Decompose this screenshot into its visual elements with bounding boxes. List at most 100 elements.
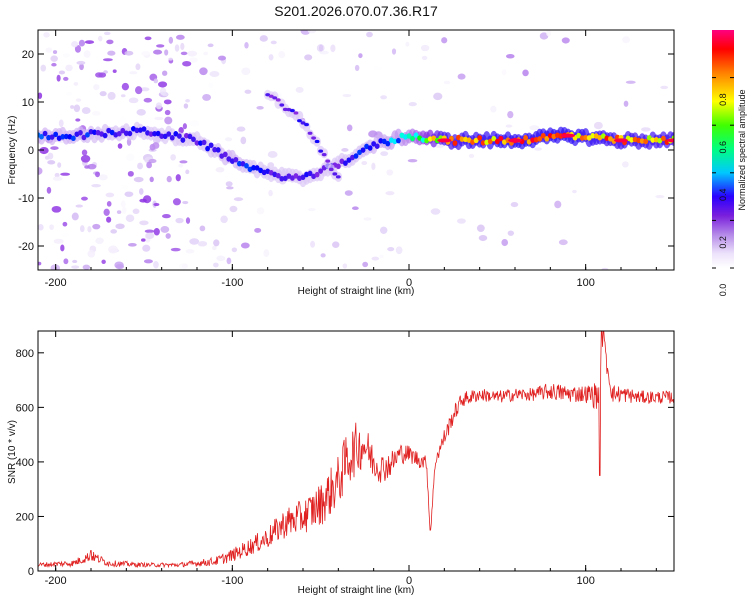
heatmap-speckle	[81, 196, 88, 201]
heatmap-speckle	[202, 93, 212, 101]
heatmap-speckle	[558, 239, 568, 246]
heatmap-speckle	[215, 167, 225, 173]
heatmap-speckle	[75, 118, 81, 122]
ridge-cell	[576, 132, 581, 139]
heatmap-speckle	[81, 107, 91, 115]
heatmap-speckle	[395, 246, 403, 255]
heatmap-speckle	[216, 255, 226, 262]
ridge-cell	[275, 172, 281, 179]
ridge-cell	[293, 173, 299, 179]
heatmap-speckle	[185, 249, 195, 254]
ridge-cell	[396, 137, 401, 144]
heatmap-speckle	[476, 224, 485, 232]
heatmap-speckle	[371, 256, 380, 261]
heatmap-speckle	[154, 116, 164, 121]
secondary-ridge-cell	[265, 93, 271, 97]
heatmap-speckle	[92, 223, 101, 230]
spectrogram-y-tick-label: 0	[28, 145, 34, 157]
heatmap-speckle	[622, 36, 631, 44]
heatmap-speckle	[158, 81, 168, 88]
heatmap-speckle	[135, 63, 141, 71]
heatmap-speckle	[405, 41, 410, 47]
heatmap-speckle	[106, 201, 112, 207]
heatmap-speckle	[106, 216, 112, 223]
heatmap-speckle	[71, 265, 80, 269]
heatmap-speckle	[121, 82, 130, 91]
heatmap-speckle	[99, 91, 107, 97]
ridge-peak	[561, 133, 575, 138]
heatmap-speckle	[319, 50, 329, 55]
heatmap-speckle	[124, 191, 134, 197]
heatmap-speckle	[522, 69, 529, 77]
heatmap-speckle	[43, 32, 50, 38]
heatmap-speckle	[212, 245, 217, 251]
snr-y-tick-label: 600	[16, 402, 34, 414]
ridge-cell	[505, 137, 511, 143]
colorbar-tick-label: 0.8	[718, 93, 728, 106]
heatmap-speckle	[224, 137, 233, 142]
ridge-cell	[413, 132, 419, 138]
ridge-cell	[180, 137, 186, 143]
heatmap-speckle	[75, 204, 84, 208]
ridge-cell	[357, 149, 362, 156]
ridge-cell	[459, 136, 465, 142]
ridge-cell	[650, 137, 656, 143]
heatmap-speckle	[118, 117, 127, 126]
heatmap-speckle	[73, 81, 79, 86]
spectrogram-x-tick-label: -200	[45, 277, 67, 289]
heatmap-speckle	[168, 36, 174, 44]
heatmap-speckle	[162, 70, 168, 76]
heatmap-speckle	[490, 105, 497, 113]
heatmap-speckle	[80, 154, 91, 163]
heatmap-speckle	[546, 30, 552, 37]
heatmap-speckle	[56, 74, 61, 82]
ridge-cell	[212, 146, 218, 153]
heatmap-speckle	[468, 153, 475, 158]
spectrogram-x-tick-label: 100	[576, 277, 594, 289]
heatmap-speckle	[213, 239, 220, 247]
ridge-cell	[608, 136, 613, 142]
heatmap-speckle	[107, 91, 116, 100]
ridge-cell	[290, 175, 295, 181]
heatmap-speckle	[189, 120, 200, 127]
heatmap-speckle	[127, 170, 134, 177]
ridge-cell	[406, 133, 412, 139]
ridge-cell	[477, 135, 483, 141]
heatmap-speckle	[51, 62, 57, 67]
heatmap-speckle	[457, 73, 466, 80]
ridge-cell	[282, 175, 288, 182]
colorbar-ticks: 0.0 0.2 0.4 0.6 0.8	[712, 77, 734, 296]
ridge-cell	[141, 126, 147, 132]
heatmap-speckle	[95, 237, 104, 245]
spectrogram-y-tick-label: 10	[22, 97, 34, 109]
heatmap-speckle	[174, 44, 180, 52]
heatmap-speckle	[172, 198, 181, 206]
heatmap-speckle	[189, 238, 200, 245]
heatmap-speckle	[153, 227, 160, 236]
heatmap-speckle	[50, 55, 58, 62]
ridge-cell	[81, 134, 87, 141]
heatmap-speckle	[125, 214, 135, 223]
ridge-cell	[537, 136, 543, 142]
ridge-cell	[152, 130, 158, 137]
ridge-cell	[254, 165, 260, 171]
heatmap-speckle	[124, 50, 134, 56]
heatmap-speckle	[76, 90, 85, 98]
heatmap-speckle	[62, 221, 68, 227]
ridge-cell	[127, 130, 133, 137]
heatmap-speckle	[386, 169, 394, 176]
ridge-cell	[530, 137, 536, 143]
ridge-cell	[222, 151, 228, 158]
ridge-cell	[85, 132, 90, 138]
ridge-cell	[604, 135, 610, 141]
snr-y-ticks: 0 200 400 600 800	[16, 348, 674, 578]
heatmap-speckle	[229, 205, 238, 213]
heatmap-speckle	[373, 66, 382, 70]
heatmap-speckle	[143, 259, 153, 264]
snr-y-label: SNR (10 * v/v)	[7, 420, 18, 484]
ridge-cell	[279, 176, 285, 182]
heatmap-speckle	[346, 124, 353, 132]
heatmap-speckle	[170, 154, 176, 161]
heatmap-speckle	[277, 92, 282, 100]
